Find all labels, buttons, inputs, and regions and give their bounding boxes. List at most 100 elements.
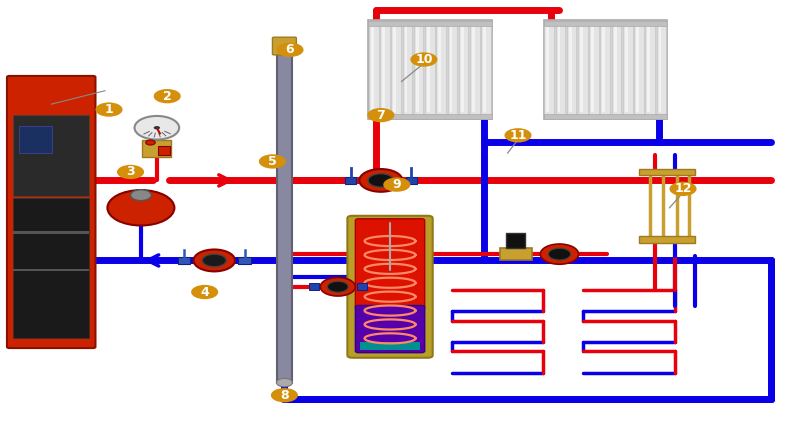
Text: 2: 2 xyxy=(163,89,171,103)
Bar xyxy=(623,24,633,115)
FancyBboxPatch shape xyxy=(355,219,425,309)
Bar xyxy=(309,283,318,290)
Bar xyxy=(278,52,291,382)
Circle shape xyxy=(548,248,570,260)
Bar xyxy=(380,24,390,115)
Bar xyxy=(590,24,599,115)
Text: 6: 6 xyxy=(286,43,294,56)
Bar xyxy=(402,24,412,115)
Circle shape xyxy=(320,277,355,296)
Bar xyxy=(558,25,560,112)
Bar xyxy=(658,25,662,112)
Bar xyxy=(647,25,650,112)
Bar xyxy=(543,20,667,119)
Bar xyxy=(405,25,407,112)
Bar xyxy=(657,24,666,115)
Bar xyxy=(368,114,492,119)
Bar xyxy=(555,24,565,115)
Circle shape xyxy=(670,181,697,196)
Bar xyxy=(483,25,486,112)
Bar xyxy=(506,233,525,248)
Circle shape xyxy=(130,190,151,201)
Bar xyxy=(142,140,171,157)
Text: 9: 9 xyxy=(393,178,401,191)
Circle shape xyxy=(194,249,235,271)
Bar xyxy=(450,25,452,112)
Bar xyxy=(458,24,469,115)
Bar xyxy=(394,25,396,112)
Bar xyxy=(368,20,492,119)
FancyBboxPatch shape xyxy=(273,37,296,55)
Bar xyxy=(19,126,53,153)
Circle shape xyxy=(191,285,218,299)
Bar xyxy=(414,24,423,115)
Bar xyxy=(406,177,417,184)
Bar xyxy=(158,146,170,155)
Bar xyxy=(238,257,251,264)
Bar xyxy=(447,24,457,115)
FancyBboxPatch shape xyxy=(7,76,95,348)
Circle shape xyxy=(271,388,298,402)
Bar xyxy=(360,342,420,350)
Circle shape xyxy=(95,103,122,117)
Bar xyxy=(14,115,89,196)
Bar xyxy=(639,169,695,176)
Circle shape xyxy=(154,126,160,129)
Bar xyxy=(614,25,617,112)
Bar xyxy=(543,21,667,26)
Bar xyxy=(416,25,418,112)
Bar xyxy=(544,24,554,115)
Bar xyxy=(369,24,378,115)
Bar xyxy=(382,25,385,112)
Bar xyxy=(625,25,628,112)
Bar xyxy=(345,177,356,184)
Bar xyxy=(634,24,644,115)
Bar xyxy=(602,25,606,112)
Bar xyxy=(436,24,446,115)
Text: 8: 8 xyxy=(280,389,289,402)
Circle shape xyxy=(202,254,226,267)
Text: 10: 10 xyxy=(415,53,433,66)
Circle shape xyxy=(327,281,348,292)
Circle shape xyxy=(259,154,286,169)
Circle shape xyxy=(383,178,410,192)
Bar xyxy=(580,25,583,112)
Bar xyxy=(639,236,695,243)
Bar xyxy=(472,25,475,112)
Bar xyxy=(569,25,571,112)
Bar xyxy=(546,25,549,112)
Bar xyxy=(427,25,430,112)
Bar xyxy=(566,24,577,115)
Bar xyxy=(470,24,480,115)
Bar xyxy=(646,24,655,115)
Circle shape xyxy=(146,140,155,145)
Circle shape xyxy=(540,244,578,264)
Bar xyxy=(14,198,89,338)
Bar xyxy=(578,24,588,115)
Bar xyxy=(371,25,374,112)
Circle shape xyxy=(410,52,438,67)
Text: 5: 5 xyxy=(268,155,277,168)
Text: 1: 1 xyxy=(105,103,114,116)
Bar xyxy=(357,283,366,290)
Circle shape xyxy=(117,165,144,179)
Bar xyxy=(482,24,491,115)
Bar xyxy=(368,21,492,26)
Bar xyxy=(591,25,594,112)
Bar xyxy=(636,25,639,112)
Text: 4: 4 xyxy=(200,285,209,298)
Circle shape xyxy=(134,116,179,139)
Circle shape xyxy=(107,190,174,226)
Bar xyxy=(601,24,610,115)
Circle shape xyxy=(367,108,394,122)
Circle shape xyxy=(277,378,292,387)
Bar xyxy=(14,232,89,234)
Circle shape xyxy=(359,169,402,192)
Text: 11: 11 xyxy=(510,129,526,142)
Bar xyxy=(391,24,401,115)
Bar xyxy=(178,257,190,264)
Bar xyxy=(612,24,622,115)
Bar xyxy=(438,25,441,112)
FancyBboxPatch shape xyxy=(355,306,425,353)
FancyBboxPatch shape xyxy=(347,216,433,358)
